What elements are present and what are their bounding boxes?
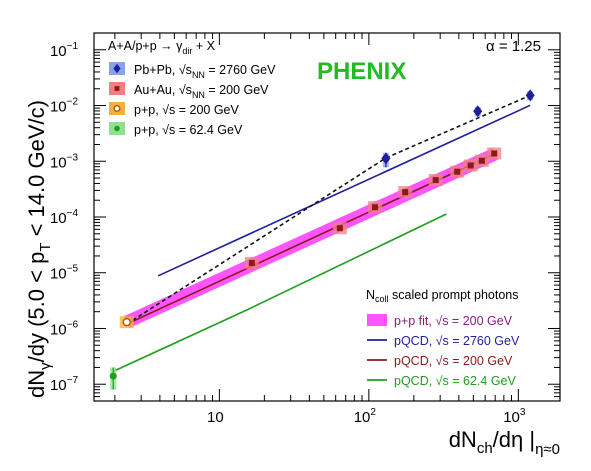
y-tick-label: 10−7: [50, 375, 79, 394]
y-tick-label: 10−1: [50, 41, 79, 60]
marker-square: [454, 168, 461, 175]
marker-diamond: [381, 152, 391, 165]
marker-diamond: [525, 89, 535, 102]
marker-square: [248, 259, 255, 266]
marker-square: [432, 177, 439, 184]
legend-label: Au+Au, √sNN = 200 GeV: [134, 83, 269, 100]
marker-square: [467, 162, 474, 169]
marker-diamond: [113, 63, 121, 74]
marker-square: [478, 157, 485, 164]
marker-square: [114, 86, 120, 91]
legend-data-series: A+A/p+p → γdir + X Pb+Pb, √sNN = 2760 Ge…: [108, 39, 276, 137]
lines-legend-header: Ncoll scaled prompt photons: [366, 288, 519, 304]
y-tick-label: 10−6: [50, 319, 79, 338]
marker-square: [372, 204, 379, 211]
legend-band-swatch: [367, 314, 387, 326]
pqcd-line: [112, 213, 447, 373]
marker-square: [336, 225, 343, 232]
marker-open-circle: [122, 317, 131, 327]
x-axis-label: dNch/dη |η≈0: [449, 427, 560, 458]
legend-lines: Ncoll scaled prompt photons p+p fit, √s …: [366, 288, 520, 388]
legend-header: A+A/p+p → γdir + X: [108, 39, 216, 56]
axis-ticks: 10 102 103 10−1 10−2 10−3 10−4 10−5 10−6 10−7: [50, 32, 560, 426]
experiment-label: PHENIX: [317, 58, 406, 85]
data-points: [109, 89, 535, 390]
legend-line-label: pQCD, √s = 62.4 GeV: [394, 374, 517, 388]
x-tick-label: 103: [503, 407, 526, 426]
y-tick-label: 10−3: [50, 152, 79, 171]
legend-line-label: pQCD, √s = 200 GeV: [394, 354, 513, 368]
marker-square: [402, 189, 409, 196]
marker-circle: [109, 372, 117, 380]
y-tick-label: 10−2: [50, 97, 79, 116]
alpha-annotation: α = 1.25: [486, 38, 541, 55]
x-tick-label: 10: [207, 409, 224, 426]
legend-label: p+p, √s = 62.4 GeV: [134, 123, 243, 137]
marker-diamond: [473, 105, 483, 118]
y-tick-label: 10−5: [50, 264, 79, 283]
legend-line-label: p+p fit, √s = 200 GeV: [394, 314, 513, 328]
legend-line-label: pQCD, √s = 2760 GeV: [394, 334, 520, 348]
marker-square: [491, 150, 498, 157]
marker-circle: [114, 125, 120, 132]
pqcd-line: [157, 104, 531, 277]
x-tick-label: 102: [354, 407, 377, 426]
legend-label: p+p, √s = 200 GeV: [134, 103, 240, 117]
y-axis-label: dNγ/dy (5.0 < pT < 14.0 GeV/c): [24, 100, 54, 398]
legend-label: Pb+Pb, √sNN = 2760 GeV: [134, 63, 276, 80]
marker-open-circle: [113, 104, 121, 112]
y-tick-label: 10−4: [50, 208, 79, 227]
